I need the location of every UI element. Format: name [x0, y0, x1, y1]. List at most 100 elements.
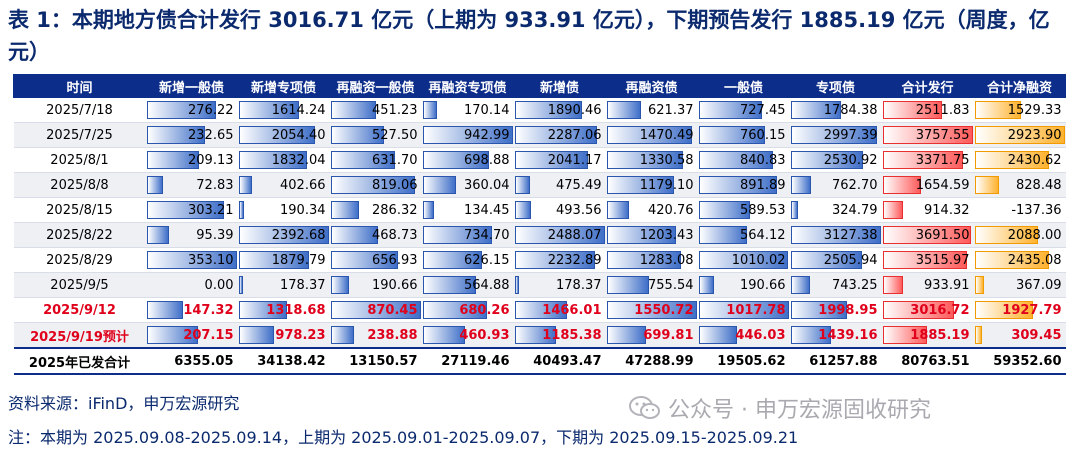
data-bar	[974, 101, 1021, 119]
data-bar	[146, 201, 224, 219]
row-date: 2025/8/8	[13, 172, 146, 198]
table-cell: 1203.43	[605, 222, 698, 248]
cell-value: 631.70	[372, 152, 418, 168]
issuance-table-wrap: 时间 新增一般债 新增专项债 再融资一般债 再融资专项债 新增债 再融资债 一般债 专项债 合计发…	[13, 74, 1066, 375]
table-cell: 190.34	[237, 197, 330, 223]
total-row: 2025年已发合计 6355.05 34138.42 13150.57 27119.46…	[13, 347, 1066, 375]
table-cell: 1784.38	[789, 97, 882, 123]
data-bar	[974, 326, 983, 344]
data-bar	[790, 151, 863, 169]
data-bar	[146, 176, 164, 194]
column-header: 合计发行	[881, 74, 974, 98]
table-row: 2025/8/22 95.39 2392.68 468.73 734.70 2488.07…	[13, 222, 1066, 248]
cell-value: 1885.19	[910, 327, 970, 343]
data-bar	[698, 126, 766, 144]
column-header: 再融资专项债	[421, 74, 514, 98]
data-bar	[606, 151, 684, 169]
table-cell: 1283.08	[605, 247, 698, 273]
cell-value: 207.15	[183, 327, 234, 343]
table-cell: 1010.02	[697, 247, 790, 273]
table-cell: 1318.68	[237, 297, 330, 323]
cell-value: 309.45	[1011, 327, 1062, 343]
table-cell: 891.89	[697, 172, 790, 198]
cell-value: 1203.43	[639, 227, 694, 243]
table-cell: 2232.89	[513, 247, 606, 273]
data-bar	[146, 151, 199, 169]
data-bar	[238, 226, 329, 244]
table-cell: 303.21	[145, 197, 238, 223]
data-bar	[514, 226, 605, 244]
data-bar	[882, 151, 964, 169]
data-bar	[146, 251, 237, 269]
row-date: 2025/8/15	[13, 197, 146, 223]
cell-value: 95.39	[196, 227, 234, 243]
data-bar	[422, 176, 456, 194]
watermark: 公众号 · 申万宏源固收研究	[628, 392, 931, 424]
row-date: 2025/7/18	[13, 97, 146, 123]
data-bar	[238, 101, 299, 119]
table-cell: 190.66	[697, 272, 790, 298]
table-cell: 1614.24	[237, 97, 330, 123]
table-cell: 178.37	[237, 272, 330, 298]
table-cell: 656.93	[329, 247, 422, 273]
data-bar	[882, 326, 927, 344]
data-bar	[790, 126, 877, 144]
table-cell: 564.88	[421, 272, 514, 298]
cell-value: 324.79	[832, 202, 878, 218]
total-cell: 40493.47	[513, 347, 606, 375]
data-bar	[698, 276, 714, 294]
table-cell: 276.22	[145, 97, 238, 123]
table-cell: 914.32	[881, 197, 974, 223]
data-bar	[882, 101, 942, 119]
data-bar	[422, 101, 438, 119]
data-bar	[514, 176, 531, 194]
cell-value: 451.23	[372, 102, 418, 118]
data-bar	[606, 126, 692, 144]
data-bar	[514, 126, 598, 144]
table-cell: 2923.90	[973, 122, 1066, 148]
table-row: 2025/8/29 353.10 1879.79 656.93 626.15 2232.8…	[13, 247, 1066, 273]
table-cell: 564.12	[697, 222, 790, 248]
table-cell: 360.04	[421, 172, 514, 198]
data-bar	[790, 176, 811, 194]
data-bar	[514, 301, 567, 319]
data-bar	[422, 126, 513, 144]
table-cell: 1017.78	[697, 297, 790, 323]
cell-value: 134.45	[464, 202, 510, 218]
data-bar	[882, 201, 903, 219]
table-row: 2025/9/12 147.32 1318.68 870.45 680.26 1466.0…	[13, 297, 1066, 323]
table-cell: 727.45	[697, 97, 790, 123]
total-cell: 80763.51	[881, 347, 974, 375]
data-bar	[974, 226, 1039, 244]
data-bar	[882, 226, 971, 244]
table-cell: 626.15	[421, 247, 514, 273]
data-bar	[698, 301, 789, 319]
cell-value: 360.04	[464, 177, 510, 193]
cell-value: 891.89	[740, 177, 786, 193]
total-cell: 47288.99	[605, 347, 698, 375]
table-cell: 0.00	[145, 272, 238, 298]
data-bar	[790, 251, 863, 269]
table-cell: 527.50	[329, 122, 422, 148]
cell-value: 493.56	[556, 202, 602, 218]
table-cell: 840.83	[697, 147, 790, 173]
cell-value: 2088.00	[1007, 227, 1062, 243]
cell-value: 1529.33	[1007, 102, 1062, 118]
data-bar	[882, 276, 904, 294]
row-date: 2025/9/19预计	[13, 322, 146, 349]
data-bar	[790, 201, 799, 219]
data-bar	[606, 176, 675, 194]
table-cell: 2505.94	[789, 247, 882, 273]
cell-value: 527.50	[372, 127, 418, 143]
cell-value: 1927.79	[1002, 302, 1062, 318]
data-bar	[330, 326, 354, 344]
table-cell: 2530.92	[789, 147, 882, 173]
cell-value: 621.37	[648, 102, 694, 118]
data-bar	[514, 326, 557, 344]
data-bar	[422, 201, 434, 219]
table-cell: 3016.72	[881, 297, 974, 323]
wechat-icon	[629, 396, 660, 419]
table-cell: 475.49	[513, 172, 606, 198]
cell-value: 762.70	[832, 177, 878, 193]
cell-value: -137.36	[1011, 202, 1062, 218]
